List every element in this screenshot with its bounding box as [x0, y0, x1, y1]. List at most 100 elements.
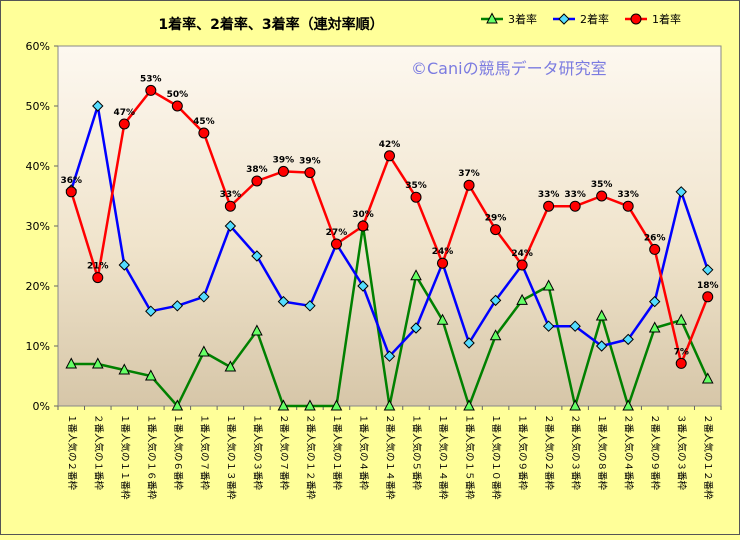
- chart-title: 1着率、2着率、3着率（連対率順）: [158, 16, 383, 33]
- data-point-circle: [277, 165, 289, 177]
- data-point-diamond: [92, 100, 104, 112]
- x-category-label: ２番人気の２番枠: [543, 414, 555, 491]
- data-point-diamond: [558, 13, 570, 25]
- data-point-diamond: [251, 250, 263, 262]
- axes: 0% 10% 20% 30% 40% 50% 60% １番人気の２番枠 ２番人気の１番枠 １番人気…: [26, 40, 722, 500]
- legend: 3着率 2着率 1着率: [481, 12, 681, 26]
- x-category-label: １番人気の３番枠: [251, 414, 263, 491]
- data-label: 27%: [326, 228, 348, 238]
- data-label: 35%: [405, 181, 427, 191]
- data-point-diamond: [277, 295, 290, 308]
- data-point-circle: [224, 200, 236, 212]
- x-category-label: ２番人気の３番枠: [570, 414, 582, 491]
- data-point-triangle: [198, 345, 210, 357]
- data-point-diamond: [675, 186, 687, 198]
- data-point-diamond: [198, 291, 210, 303]
- data-point-circle: [490, 224, 502, 236]
- x-category-label: ２番人気の１２番枠: [304, 414, 316, 500]
- data-point-diamond: [410, 322, 422, 334]
- data-point-triangle: [118, 363, 131, 375]
- data-point-diamond: [542, 320, 555, 332]
- x-category-label: ２番人気の４番枠: [623, 414, 635, 491]
- x-category-label: １番人気の５番枠: [411, 414, 423, 491]
- data-point-triangle: [383, 399, 396, 411]
- data-point-diamond: [171, 300, 184, 312]
- data-point-triangle: [569, 399, 581, 411]
- data-point-circle: [596, 190, 608, 202]
- data-point-circle: [543, 200, 555, 212]
- data-label: 24%: [432, 247, 454, 257]
- data-point-diamond: [702, 264, 714, 276]
- x-category-label: １番人気の１５番枠: [464, 414, 476, 500]
- data-point-triangle: [277, 399, 290, 411]
- legend-item: 1着率: [625, 12, 681, 26]
- data-label: 39%: [299, 157, 321, 167]
- data-label: 50%: [167, 90, 189, 100]
- y-tick-label: 20%: [26, 280, 50, 293]
- data-point-circle: [171, 100, 183, 112]
- legend-item: 3着率: [481, 12, 537, 26]
- data-label: 39%: [273, 155, 295, 165]
- data-label: 21%: [87, 262, 109, 272]
- data-point-triangle: [701, 372, 714, 384]
- data-point-circle: [463, 179, 475, 191]
- data-label: 36%: [60, 176, 82, 186]
- data-point-circle: [198, 127, 210, 139]
- data-point-circle: [569, 200, 581, 212]
- data-label: 37%: [458, 169, 480, 179]
- x-category-label: １番人気の９番枠: [517, 414, 529, 491]
- data-point-triangle: [675, 313, 688, 325]
- legend-label: 2着率: [580, 12, 609, 26]
- y-tick-label: 40%: [26, 160, 50, 173]
- data-point-circle: [675, 357, 687, 369]
- data-point-circle: [357, 220, 369, 232]
- data-point-circle: [65, 186, 77, 198]
- data-point-triangle: [171, 399, 184, 411]
- x-category-label: ２番人気の１番枠: [92, 414, 104, 491]
- data-label: 29%: [485, 214, 507, 224]
- data-point-circle: [251, 175, 263, 187]
- x-category-label: １番人気の６番枠: [172, 414, 184, 491]
- x-category-label: １番人気の２番枠: [66, 414, 78, 491]
- x-category-label: １番人気の４番枠: [357, 414, 369, 491]
- data-label: 30%: [352, 210, 374, 220]
- legend-label: 3着率: [508, 12, 537, 26]
- x-category-label: １番人気の７番枠: [198, 414, 210, 491]
- data-point-diamond: [118, 259, 131, 271]
- x-category-label: １番人気の１１番枠: [119, 414, 131, 500]
- y-tick-label: 10%: [26, 340, 50, 353]
- legend-item: 2着率: [553, 12, 609, 26]
- data-point-triangle: [251, 324, 263, 336]
- data-point-triangle: [410, 269, 422, 281]
- data-point-diamond: [648, 295, 661, 308]
- series-layer: 36% 21% 47% 53% 50% 45% 33% 38% 39% 39% 27% 30% 42% 3…: [60, 74, 719, 411]
- x-category-label: １番人気の１番枠: [331, 414, 343, 491]
- data-point-circle: [145, 84, 157, 96]
- data-point-triangle: [486, 12, 498, 24]
- data-point-triangle: [489, 329, 502, 341]
- data-point-circle: [516, 259, 528, 271]
- data-label: 35%: [591, 180, 613, 190]
- data-point-circle: [330, 238, 342, 250]
- data-label: 33%: [617, 190, 639, 200]
- data-point-triangle: [463, 399, 475, 411]
- data-point-diamond: [145, 305, 157, 317]
- data-point-diamond: [569, 320, 581, 332]
- data-point-circle: [649, 243, 661, 255]
- x-category-label: １番人気の１４番枠: [437, 414, 449, 500]
- x-category-label: ２番人気の７番枠: [278, 414, 290, 491]
- data-label: 53%: [140, 74, 162, 84]
- x-category-label: １番人気の８番枠: [596, 414, 608, 491]
- data-point-circle: [92, 272, 104, 284]
- x-category-label: １番人気の１３番枠: [225, 414, 237, 500]
- data-point-circle: [630, 13, 642, 25]
- series-3: 36% 21% 47% 53% 50% 45% 33% 38% 39% 39% 27% 30% 42% 3…: [60, 74, 719, 369]
- data-label: 33%: [564, 190, 586, 200]
- x-category-label: ２番人気の１４番枠: [384, 414, 396, 500]
- x-category-label: １番人気の１０番枠: [490, 414, 502, 500]
- data-point-circle: [118, 118, 130, 130]
- data-label: 33%: [538, 190, 560, 200]
- data-point-circle: [304, 167, 316, 179]
